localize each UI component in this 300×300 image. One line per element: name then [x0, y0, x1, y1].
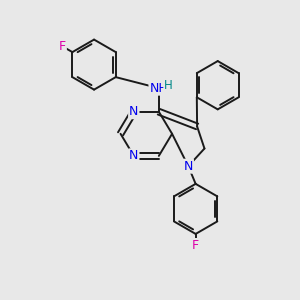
Text: N: N [184, 160, 193, 173]
Text: NH: NH [149, 82, 168, 95]
Text: F: F [192, 238, 199, 252]
Text: N: N [129, 105, 139, 118]
Text: N: N [129, 149, 139, 162]
Text: H: H [164, 79, 172, 92]
Text: F: F [59, 40, 66, 53]
